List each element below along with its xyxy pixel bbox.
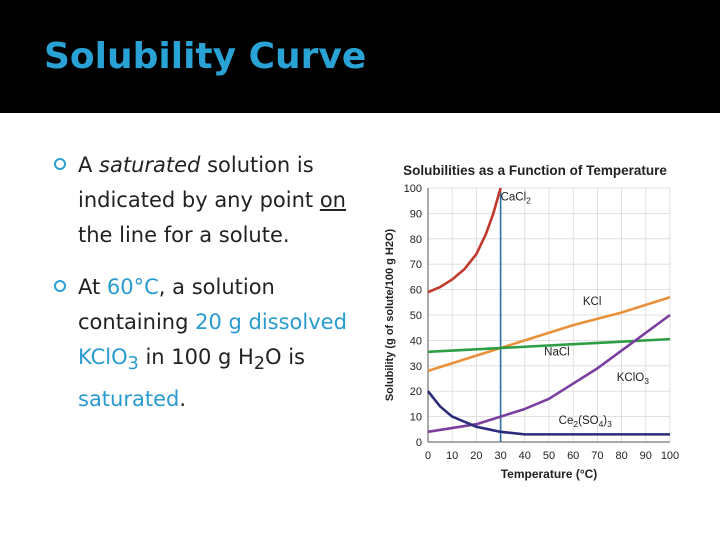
- series-label: KClO3: [617, 372, 649, 386]
- series-label: Ce2(SO4)3: [559, 415, 612, 429]
- series-label: NaCl: [544, 347, 570, 359]
- series-line-nacl: [427, 337, 671, 354]
- x-tick-label: 40: [519, 450, 531, 462]
- series-line-cacl2: [427, 187, 502, 294]
- x-axis-label: Temperature (°C): [501, 467, 598, 481]
- x-tick-label: 60: [567, 450, 579, 462]
- x-tick-label: 90: [640, 450, 652, 462]
- subscript: 3: [127, 354, 139, 375]
- chart-title: Solubilities as a Function of Temperatur…: [403, 163, 667, 178]
- y-tick-label: 70: [410, 259, 422, 271]
- series-line-ce2-so4-3: [426, 390, 670, 436]
- bullet-item-example: At 60°C, a solution containing 20 g diss…: [54, 270, 374, 417]
- chart-svg: Solubilities as a Function of Temperatur…: [384, 163, 679, 481]
- series-label: CaCl2: [501, 192, 532, 206]
- y-tick-label: 90: [410, 208, 422, 220]
- y-tick-label: 40: [410, 335, 422, 347]
- y-tick-label: 50: [410, 310, 422, 322]
- series-line-kclo3: [427, 313, 671, 434]
- bullet-list: A saturated solution is indicated by any…: [54, 148, 374, 434]
- text-segment: in 100 g H: [138, 345, 254, 369]
- slide-header: [0, 0, 720, 113]
- series-label: KCl: [583, 296, 602, 308]
- text-segment: .: [179, 387, 187, 412]
- y-tick-label: 60: [410, 285, 422, 297]
- y-tick-label: 10: [410, 412, 422, 424]
- x-tick-label: 50: [543, 450, 555, 462]
- y-tick-label: 30: [410, 361, 422, 373]
- y-tick-label: 80: [410, 234, 422, 246]
- italic-saturated: saturated: [99, 153, 201, 177]
- text-segment: solution is indicated by any point: [78, 153, 320, 212]
- text-segment: the line for a solute.: [78, 223, 290, 247]
- solubility-chart: Solubilities as a Function of Temperatur…: [380, 155, 700, 485]
- bullet-icon: [54, 158, 66, 170]
- slide-title: Solubility Curve: [44, 36, 367, 77]
- x-tick-label: 80: [615, 450, 627, 462]
- y-axis-label: Solubility (g of solute/100 g H2O): [384, 228, 396, 401]
- series-line-kcl: [427, 295, 671, 373]
- saturated-highlight: saturated: [78, 387, 180, 412]
- mass-highlight: 20 g dissolved KClO: [78, 310, 347, 369]
- text-segment: A: [78, 153, 100, 177]
- y-tick-label: 20: [410, 386, 422, 398]
- y-tick-label: 0: [416, 437, 422, 449]
- text-segment: At: [78, 275, 107, 299]
- x-tick-label: 20: [470, 450, 482, 462]
- text-segment: , a solution containing: [78, 275, 275, 334]
- x-tick-label: 100: [661, 450, 679, 462]
- x-tick-label: 30: [494, 450, 506, 462]
- x-tick-label: 10: [446, 450, 458, 462]
- subscript: 2: [253, 354, 265, 375]
- x-tick-label: 0: [425, 450, 431, 462]
- x-tick-label: 70: [591, 450, 603, 462]
- y-tick-label: 100: [404, 183, 422, 195]
- temperature-highlight: 60°C: [106, 275, 159, 299]
- bullet-icon: [54, 280, 66, 292]
- text-segment: O is: [265, 345, 305, 369]
- underlined-on: on: [319, 188, 346, 212]
- bullet-item-saturated-definition: A saturated solution is indicated by any…: [54, 148, 374, 253]
